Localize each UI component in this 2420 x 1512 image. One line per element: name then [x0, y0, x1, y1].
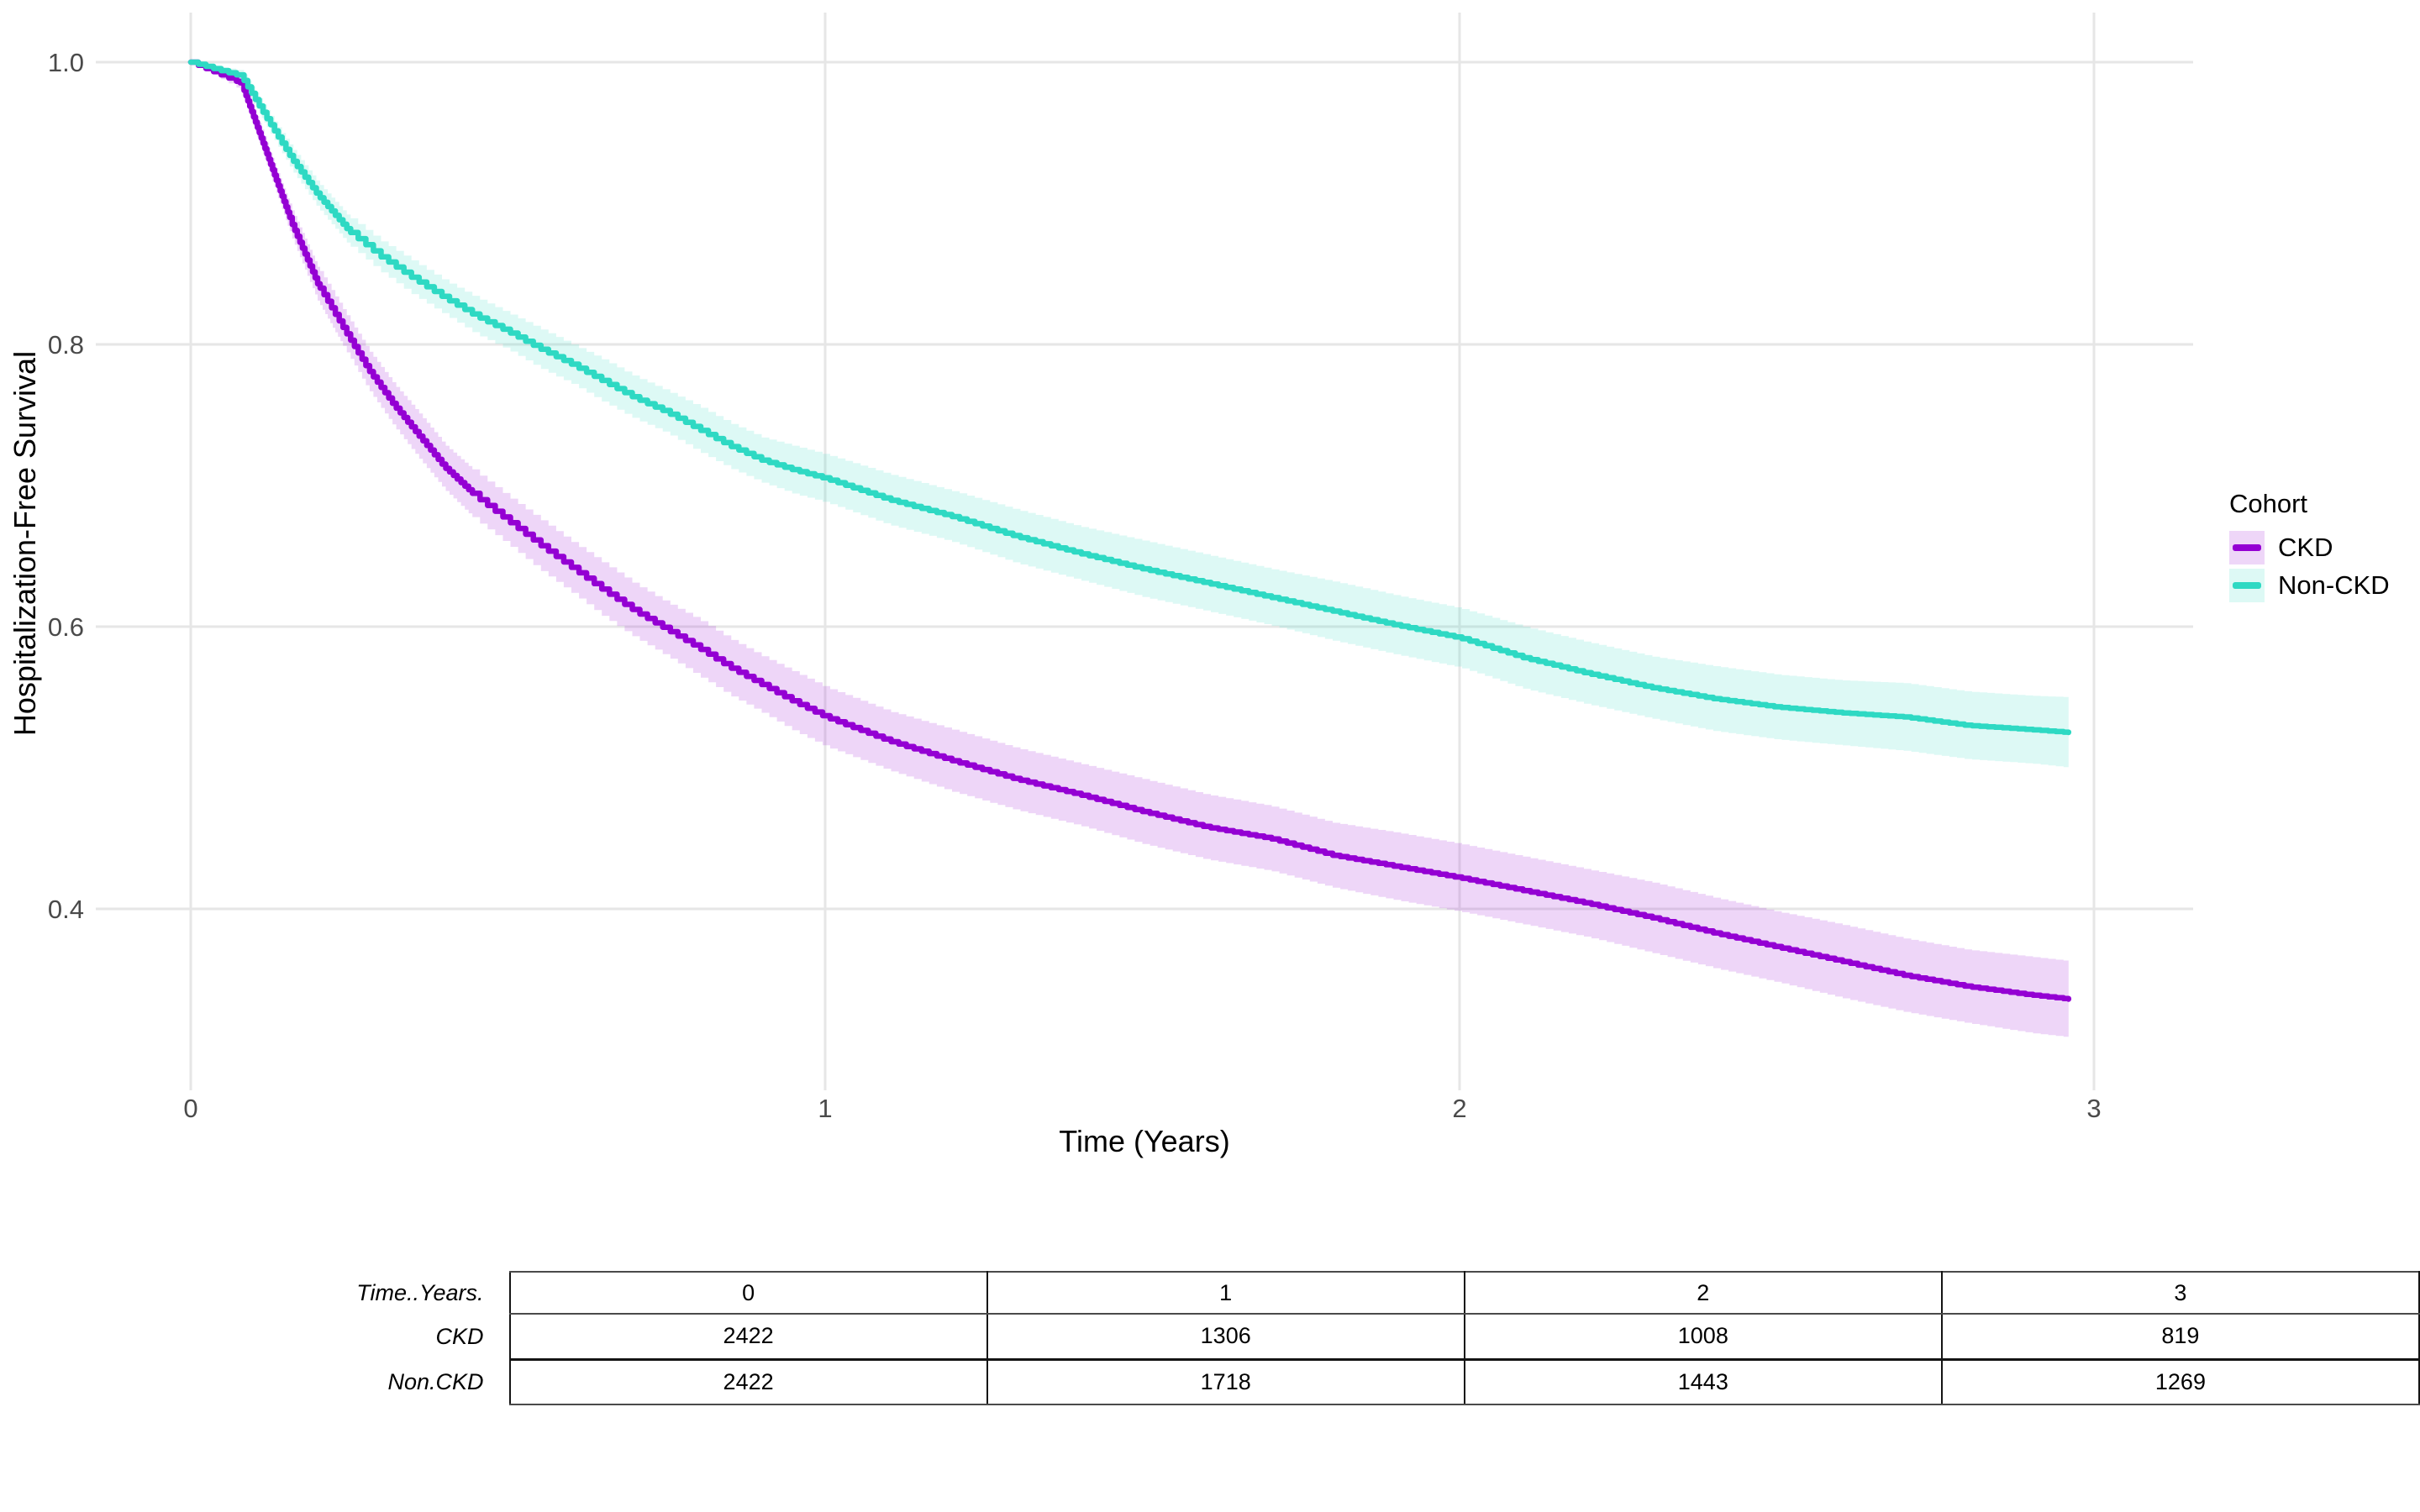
x-axis-title: Time (Years)	[1059, 1124, 1230, 1158]
legend-item-nonckd: Non-CKD	[2229, 569, 2390, 602]
nonckd-at-risk-1: 1718	[986, 1359, 1465, 1405]
vertical-gridlines	[189, 13, 2096, 1090]
ckd-survival-curve	[187, 59, 2072, 1002]
nonckd-at-risk-3: 1269	[1940, 1359, 2420, 1405]
x-tick-0: 0	[183, 1094, 198, 1123]
nonckd-at-risk-2: 1443	[1463, 1359, 1943, 1405]
risk-table-time-1: 1	[986, 1271, 1465, 1315]
nonckd-swatch	[2229, 569, 2265, 602]
risk-table-time-3: 3	[1940, 1271, 2420, 1315]
ckd-at-risk-0: 2422	[508, 1314, 988, 1361]
ckd-confidence-ribbon	[191, 62, 2069, 1037]
risk-table-ckd-label: CKD	[435, 1323, 484, 1349]
risk-table-nonckd-label: Non.CKD	[387, 1368, 484, 1394]
risk-table-time-0: 0	[508, 1271, 988, 1315]
x-tick-1: 1	[818, 1094, 833, 1123]
legend: Cohort CKD Non-CKD	[2229, 489, 2390, 606]
legend-label-nonckd: Non-CKD	[2278, 570, 2390, 600]
risk-table: Time..Years. 0 1 2 3 CKD 2422 1306 1008 …	[277, 1271, 2420, 1405]
nonckd-at-risk-0: 2422	[508, 1359, 988, 1405]
legend-item-ckd: CKD	[2229, 531, 2390, 564]
horizontal-gridlines	[96, 60, 2193, 911]
y-tick-0.8: 0.8	[47, 330, 84, 360]
risk-table-nonckd-row: Non.CKD 2422 1718 1443 1269	[277, 1359, 2420, 1405]
risk-table-ckd-row: CKD 2422 1306 1008 819	[277, 1314, 2420, 1361]
ckd-at-risk-2: 1008	[1463, 1314, 1943, 1361]
non-ckd-confidence-ribbon	[191, 62, 2069, 768]
risk-table-header-row: Time..Years. 0 1 2 3	[277, 1271, 2420, 1315]
ckd-line-icon	[2233, 544, 2261, 551]
y-tick-0.4: 0.4	[47, 895, 84, 924]
x-tick-2: 2	[1452, 1094, 1467, 1123]
y-axis-title: Hospitalization-Free Survival	[8, 350, 42, 737]
legend-label-ckd: CKD	[2278, 533, 2333, 562]
risk-table-time-2: 2	[1463, 1271, 1943, 1315]
ckd-at-risk-1: 1306	[986, 1314, 1465, 1361]
risk-table-header-label: Time..Years.	[356, 1279, 484, 1305]
y-tick-1.0: 1.0	[47, 48, 84, 77]
ckd-swatch	[2229, 531, 2265, 564]
y-tick-0.6: 0.6	[47, 612, 84, 642]
nonckd-line-icon	[2233, 582, 2261, 589]
non-ckd-survival-curve	[187, 59, 2072, 736]
x-tick-3: 3	[2086, 1094, 2102, 1123]
legend-title: Cohort	[2229, 489, 2308, 518]
ckd-at-risk-3: 819	[1940, 1314, 2420, 1361]
